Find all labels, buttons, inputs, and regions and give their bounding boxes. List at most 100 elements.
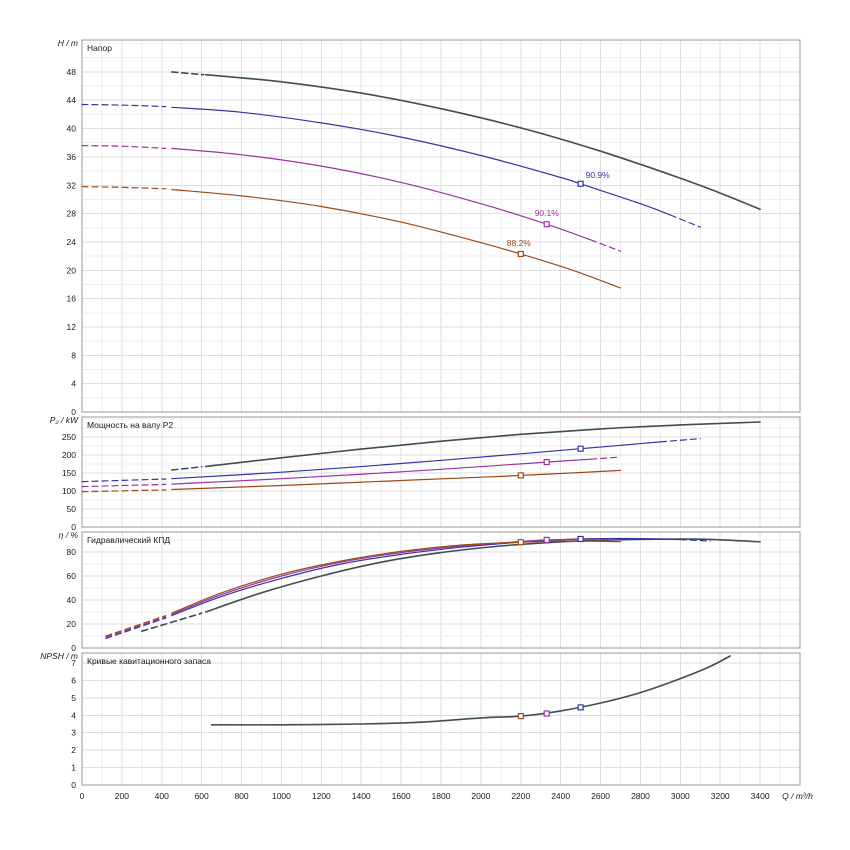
y-tick-label: 6 (71, 675, 76, 685)
power-curve-speed-3-dashed (590, 456, 622, 460)
x-tick-label: 200 (115, 791, 129, 801)
duty-point-marker (517, 539, 524, 546)
y-tick-label: 3 (71, 728, 76, 738)
y-tick-label: 40 (67, 124, 77, 134)
y-tick-label: 60 (67, 571, 77, 581)
y-tick-label: 20 (67, 265, 77, 275)
x-tick-label: 2400 (551, 791, 570, 801)
duty-point-marker (543, 221, 550, 228)
x-tick-label: 0 (80, 791, 85, 801)
panel-2: 0 50 100 150 200 250 P₂ / kW Мощность на валу P… (50, 415, 801, 532)
efficiency-curve-speed-2 (171, 537, 681, 617)
x-tick-label: 400 (155, 791, 169, 801)
y-tick-label: 44 (67, 95, 77, 105)
y-tick-label: 16 (67, 294, 77, 304)
y-axis-unit-label: NPSH / m (40, 651, 78, 661)
x-tick-label: 2200 (511, 791, 530, 801)
y-tick-label: 8 (71, 350, 76, 360)
head-curve-speed-3-dashed (590, 239, 622, 252)
duty-point-marker (577, 180, 584, 187)
efficiency-curve-speed-3-dashed (590, 538, 622, 541)
y-axis-unit-label: η / % (59, 530, 79, 540)
panel-border (81, 39, 801, 413)
y-axis-unit-label: P₂ / kW (50, 415, 79, 425)
y-tick-label: 0 (71, 407, 76, 417)
efficiency-curve-speed-4-dashed (105, 615, 167, 637)
duty-point-marker (543, 536, 550, 544)
y-tick-label: 20 (67, 619, 77, 629)
efficiency-curve-speed-1-dashed (141, 612, 203, 632)
y-tick-label: 24 (67, 237, 77, 247)
npsh-curve (210, 655, 731, 726)
x-tick-label: 1600 (392, 791, 411, 801)
x-tick-label: 600 (195, 791, 209, 801)
head-curve-speed-4-dashed (81, 186, 167, 190)
y-tick-label: 150 (62, 468, 76, 478)
x-tick-label: 2800 (631, 791, 650, 801)
power-curve-speed-2-dashed (81, 478, 167, 483)
y-tick-label: 250 (62, 432, 76, 442)
y-tick-label: 48 (67, 67, 77, 77)
duty-point-marker (517, 472, 524, 479)
y-tick-label: 2 (71, 745, 76, 755)
y-tick-label: 4 (71, 710, 76, 720)
efficiency-curve-speed-4 (171, 540, 622, 614)
x-tick-label: 2000 (471, 791, 490, 801)
panel-title: Мощность на валу P2 (87, 420, 173, 430)
efficiency-curve-speed-3-dashed (105, 616, 167, 638)
head-curve-speed-1 (204, 73, 761, 211)
y-tick-label: 36 (67, 152, 77, 162)
power-curve-speed-4-dashed (81, 489, 167, 493)
y-tick-label: 50 (67, 504, 77, 514)
duty-point-marker (577, 535, 584, 543)
head-curve-speed-1-dashed (171, 71, 205, 76)
duty-point-efficiency-label: 90.9% (586, 170, 611, 180)
efficiency-curve-speed-2-dashed (679, 539, 711, 542)
y-tick-label: 200 (62, 450, 76, 460)
power-curve-speed-3-dashed (81, 483, 167, 488)
y-tick-label: 28 (67, 209, 77, 219)
x-axis-unit-label: Q / m³/h (782, 791, 813, 801)
y-tick-label: 0 (71, 780, 76, 790)
efficiency-curve-speed-1 (204, 538, 761, 613)
power-curve-speed-2-dashed (659, 438, 701, 443)
y-tick-label: 100 (62, 486, 76, 496)
head-curve-speed-2 (171, 106, 671, 216)
head-curve-speed-2-dashed (81, 103, 167, 108)
power-curve-speed-4 (171, 469, 622, 491)
x-tick-label: 1200 (312, 791, 331, 801)
x-tick-label: 1800 (432, 791, 451, 801)
y-tick-label: 40 (67, 595, 77, 605)
panel-border (81, 416, 801, 528)
efficiency-curve-speed-3 (171, 538, 592, 615)
y-tick-label: 32 (67, 180, 77, 190)
duty-point-marker (517, 712, 524, 720)
x-tick-label: 2600 (591, 791, 610, 801)
panel-border (81, 652, 801, 786)
power-curve-speed-1 (204, 421, 761, 468)
y-tick-label: 80 (67, 547, 77, 557)
x-tick-label: 3000 (671, 791, 690, 801)
panel-title: Напор (87, 43, 112, 53)
x-tick-label: 3400 (751, 791, 770, 801)
duty-point-marker (543, 459, 550, 466)
y-tick-label: 5 (71, 693, 76, 703)
y-axis-unit-label: H / m (58, 38, 78, 48)
y-tick-label: 0 (71, 643, 76, 653)
y-tick-label: 4 (71, 379, 76, 389)
x-tick-label: 3200 (711, 791, 730, 801)
duty-point-efficiency-label: 90.1% (535, 208, 560, 218)
duty-point-marker (517, 250, 524, 258)
y-tick-label: 7 (71, 658, 76, 668)
y-tick-label: 1 (71, 763, 76, 773)
head-curve-speed-4 (171, 188, 622, 289)
efficiency-curve-speed-2-dashed (105, 617, 167, 639)
duty-point-efficiency-label: 88.2% (507, 238, 532, 248)
head-curve-speed-2-dashed (669, 214, 701, 228)
duty-point-marker (577, 445, 584, 452)
panel-border (81, 531, 801, 649)
